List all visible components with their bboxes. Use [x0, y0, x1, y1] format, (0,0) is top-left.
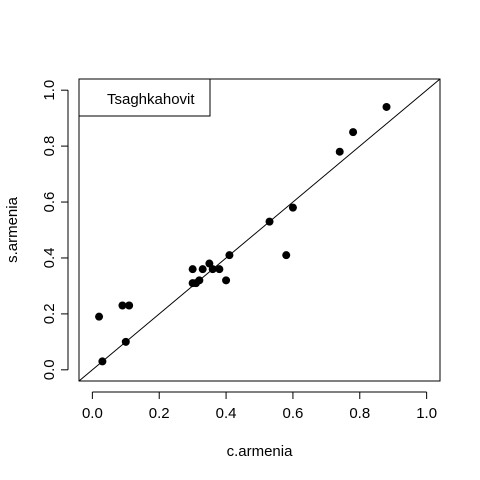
data-point-5 — [121, 337, 130, 346]
x-tick-label-2: 0.4 — [216, 405, 237, 422]
legend-label: Tsaghkahovit — [107, 91, 195, 108]
data-point-17 — [282, 251, 291, 260]
x-axis-title: c.armenia — [227, 443, 294, 460]
data-point-16 — [265, 217, 274, 226]
y-tick-label-1: 0.2 — [41, 303, 58, 324]
x-tick-label-4: 0.8 — [349, 405, 370, 422]
data-point-15 — [225, 251, 234, 260]
data-point-6 — [188, 265, 197, 274]
data-point-21 — [382, 102, 391, 111]
data-points-group — [95, 102, 391, 366]
data-point-12 — [208, 265, 217, 274]
y-tick-label-2: 0.4 — [41, 248, 58, 269]
y-tick-label-0: 0.0 — [41, 359, 58, 380]
x-tick-label-5: 1.0 — [416, 405, 437, 422]
reference-line-group — [78, 78, 441, 382]
data-point-2 — [98, 357, 107, 366]
data-point-9 — [195, 276, 204, 285]
y-axis-title: s.armenia — [4, 196, 21, 263]
data-point-3 — [118, 301, 127, 310]
axes-group: 0.0 0.2 0.4 0.6 0.8 1.0 0.0 0.2 0.4 0.6 0.8 1.0 — [41, 80, 437, 422]
y-tick-label-4: 0.8 — [41, 136, 58, 157]
plot-frame — [78, 78, 441, 382]
y-tick-label-3: 0.6 — [41, 192, 58, 213]
data-point-1 — [95, 312, 104, 321]
data-point-20 — [349, 128, 358, 137]
legend: Tsaghkahovit — [78, 78, 211, 117]
data-point-10 — [198, 265, 207, 274]
legend-box — [78, 78, 211, 117]
y-tick-label-5: 1.0 — [41, 80, 58, 101]
data-point-14 — [222, 276, 231, 285]
data-point-18 — [288, 203, 297, 212]
data-point-13 — [215, 265, 224, 274]
x-tick-label-0: 0.0 — [82, 405, 103, 422]
x-tick-label-1: 0.2 — [149, 405, 170, 422]
x-tick-label-3: 0.6 — [282, 405, 303, 422]
data-point-19 — [335, 147, 344, 156]
identity-reference-line — [78, 78, 441, 382]
data-point-4 — [125, 301, 134, 310]
